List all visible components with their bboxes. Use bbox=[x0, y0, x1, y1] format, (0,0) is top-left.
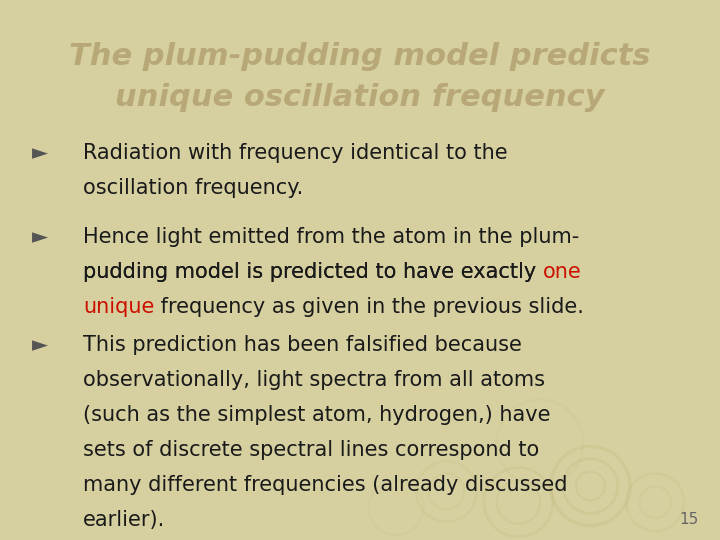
Text: This prediction has been falsified because: This prediction has been falsified becau… bbox=[83, 335, 522, 355]
Text: pudding model is predicted to have exactly: pudding model is predicted to have exact… bbox=[83, 262, 543, 282]
Text: earlier).: earlier). bbox=[83, 510, 165, 530]
Text: The plum-pudding model predicts: The plum-pudding model predicts bbox=[69, 42, 651, 71]
Text: pudding model is predicted to have exactly: pudding model is predicted to have exact… bbox=[83, 262, 543, 282]
Text: sets of discrete spectral lines correspond to: sets of discrete spectral lines correspo… bbox=[83, 440, 539, 460]
Text: ►: ► bbox=[32, 143, 48, 163]
Text: ►: ► bbox=[32, 335, 48, 355]
Text: 15: 15 bbox=[679, 511, 698, 526]
Text: observationally, light spectra from all atoms: observationally, light spectra from all … bbox=[83, 370, 545, 390]
Text: many different frequencies (already discussed: many different frequencies (already disc… bbox=[83, 475, 567, 495]
Text: one: one bbox=[543, 262, 582, 282]
Text: frequency as given in the previous slide.: frequency as given in the previous slide… bbox=[154, 297, 584, 317]
Text: (such as the simplest atom, hydrogen,) have: (such as the simplest atom, hydrogen,) h… bbox=[83, 405, 550, 425]
Text: unique: unique bbox=[83, 297, 154, 317]
Text: Hence light emitted from the atom in the plum-: Hence light emitted from the atom in the… bbox=[83, 227, 579, 247]
Text: unique oscillation frequency: unique oscillation frequency bbox=[115, 83, 605, 112]
Text: ►: ► bbox=[32, 227, 48, 247]
Text: oscillation frequency.: oscillation frequency. bbox=[83, 178, 303, 198]
Text: Radiation with frequency identical to the: Radiation with frequency identical to th… bbox=[83, 143, 508, 163]
